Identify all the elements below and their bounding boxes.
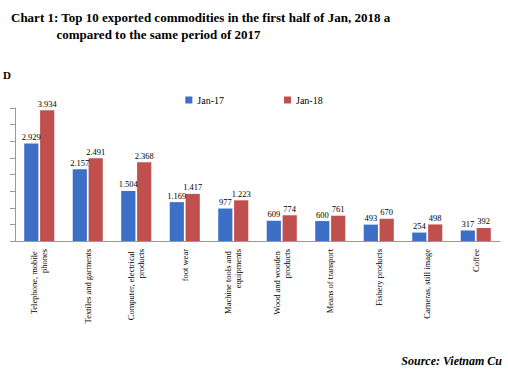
svg-text:Telephone, mobile: Telephone, mobile [29,249,39,314]
svg-text:Machine tools and: Machine tools and [223,249,233,314]
svg-text:3.934: 3.934 [38,99,58,109]
svg-text:equipments: equipments [233,249,243,288]
svg-text:761: 761 [332,204,345,214]
svg-text:products: products [282,249,292,278]
svg-text:Computer, electrical: Computer, electrical [126,249,136,320]
svg-text:Wood and wooden: Wood and wooden [272,249,282,315]
svg-text:compared to the same period of: compared to the same period of 2017 [11,27,261,42]
svg-text:977: 977 [219,197,232,207]
svg-text:317: 317 [461,219,474,229]
svg-text:609: 609 [267,209,280,219]
svg-text:1.169: 1.169 [167,190,187,201]
svg-text:1.223: 1.223 [232,189,251,199]
svg-text:1.504: 1.504 [119,179,139,189]
svg-text:Fishery products: Fishery products [374,249,384,306]
svg-text:Means of transport: Means of transport [325,248,335,313]
svg-text:Coffee: Coffee [471,249,481,272]
svg-text:254: 254 [413,221,427,231]
svg-text:2.929: 2.929 [22,132,41,142]
svg-text:Jan-18: Jan-18 [296,95,323,106]
svg-text:foot wear: foot wear [180,249,190,282]
svg-text:Textiles and garments: Textiles and garments [83,249,93,323]
svg-text:Source: Vietnam Cu: Source: Vietnam Cu [401,354,502,368]
svg-text:600: 600 [316,210,329,220]
svg-text:2.491: 2.491 [86,147,105,157]
svg-text:D: D [3,69,11,81]
svg-text:products: products [136,249,146,278]
svg-text:Chart 1: Top 10 exported commo: Chart 1: Top 10 exported commodities in … [11,10,391,25]
svg-text:2.157: 2.157 [70,158,89,168]
svg-text:Cameras, still image: Cameras, still image [422,249,432,319]
svg-text:670: 670 [380,207,393,217]
svg-text:phones: phones [39,249,49,273]
svg-text:2.368: 2.368 [135,151,154,161]
svg-text:392: 392 [477,216,490,226]
svg-text:1.417: 1.417 [183,182,202,192]
svg-text:493: 493 [364,213,377,223]
svg-text:Jan-17: Jan-17 [197,95,224,106]
svg-text:774: 774 [283,204,297,214]
svg-text:498: 498 [429,213,442,223]
